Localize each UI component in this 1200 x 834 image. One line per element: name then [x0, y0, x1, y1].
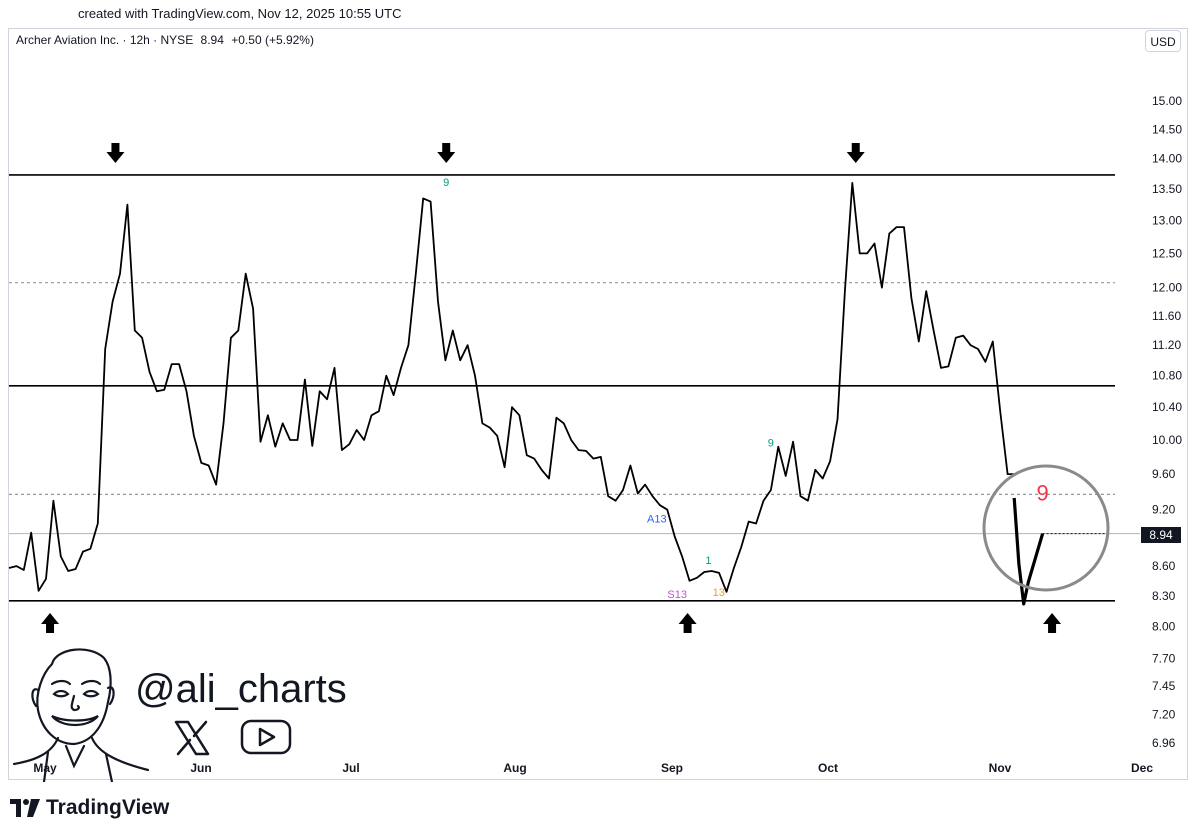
y-tick-label-20: 7.45 — [1152, 679, 1176, 693]
y-tick-label-5: 13.00 — [1152, 214, 1182, 228]
x-tick-label-nov: Nov — [989, 761, 1012, 775]
last-price-tag: 8.94 — [1141, 527, 1181, 543]
arrow-up-4 — [41, 613, 60, 633]
highlight-circle — [982, 464, 1110, 592]
arrow-up-5 — [678, 613, 697, 633]
y-tick-label-9: 11.20 — [1152, 338, 1181, 352]
td-annotation-3: S13 — [667, 589, 687, 601]
author-handle: @ali_charts — [135, 667, 347, 711]
price-series-projection — [1012, 497, 1045, 606]
td-annotation-7: 9 — [1036, 481, 1048, 506]
youtube-icon[interactable] — [240, 718, 292, 756]
x-tick-label-dec: Dec — [1131, 761, 1153, 775]
tradingview-logo[interactable]: TradingView — [10, 796, 169, 820]
currency-button[interactable]: USD — [1145, 30, 1181, 52]
y-tick-label-18: 8.00 — [1152, 620, 1176, 634]
tradingview-logo-icon — [10, 799, 40, 817]
x-tick-label-aug: Aug — [503, 761, 526, 775]
td-annotation-1: 9 — [443, 177, 449, 189]
td-annotation-2: A13 — [647, 514, 667, 526]
symbol-legend: Archer Aviation Inc. · 12h · NYSE 8.94 +… — [16, 33, 314, 47]
tradingview-logo-text: TradingView — [46, 796, 170, 819]
y-tick-label-1: 15.00 — [1152, 94, 1182, 108]
td-annotation-5: 13 — [713, 587, 725, 599]
y-tick-label-12: 10.00 — [1152, 433, 1182, 447]
y-tick-label-8: 11.60 — [1152, 309, 1181, 323]
y-tick-label-11: 10.40 — [1152, 400, 1182, 414]
y-tick-label-14: 9.20 — [1152, 503, 1176, 517]
chart-frame — [8, 28, 1188, 780]
arrow-down-1 — [106, 143, 125, 163]
y-tick-label-6: 12.50 — [1152, 246, 1182, 260]
created-caption: created with TradingView.com, Nov 12, 20… — [78, 6, 402, 21]
last-price: 8.94 — [200, 33, 224, 47]
x-icon[interactable] — [172, 718, 212, 758]
arrow-up-6 — [1043, 613, 1062, 633]
x-tick-label-jul: Jul — [342, 761, 359, 775]
x-tick-label-jun: Jun — [190, 761, 211, 775]
price-change: +0.50 (+5.92%) — [231, 33, 314, 47]
price-series-line — [8, 182, 1015, 593]
arrow-down-3 — [846, 143, 865, 163]
avatar — [12, 648, 150, 782]
y-tick-label-10: 10.80 — [1152, 369, 1182, 383]
x-tick-label-oct: Oct — [818, 761, 838, 775]
y-tick-label-7: 12.00 — [1152, 281, 1182, 295]
y-tick-label-16: 8.60 — [1152, 559, 1176, 573]
y-tick-label-3: 14.00 — [1152, 152, 1182, 166]
y-tick-label-17: 8.30 — [1152, 589, 1176, 603]
y-tick-label-19: 7.70 — [1152, 652, 1176, 666]
y-tick-label-22: 6.96 — [1152, 736, 1176, 750]
arrow-down-2 — [437, 143, 456, 163]
y-tick-label-4: 13.50 — [1152, 182, 1182, 196]
symbol-title: Archer Aviation Inc. · 12h · NYSE — [16, 33, 194, 47]
td-annotation-4: 1 — [705, 555, 711, 567]
y-tick-label-13: 9.60 — [1152, 467, 1176, 481]
x-tick-label-sep: Sep — [661, 761, 683, 775]
y-tick-label-2: 14.50 — [1152, 122, 1182, 136]
y-tick-label-21: 7.20 — [1152, 708, 1176, 722]
td-annotation-6: 9 — [768, 438, 774, 450]
